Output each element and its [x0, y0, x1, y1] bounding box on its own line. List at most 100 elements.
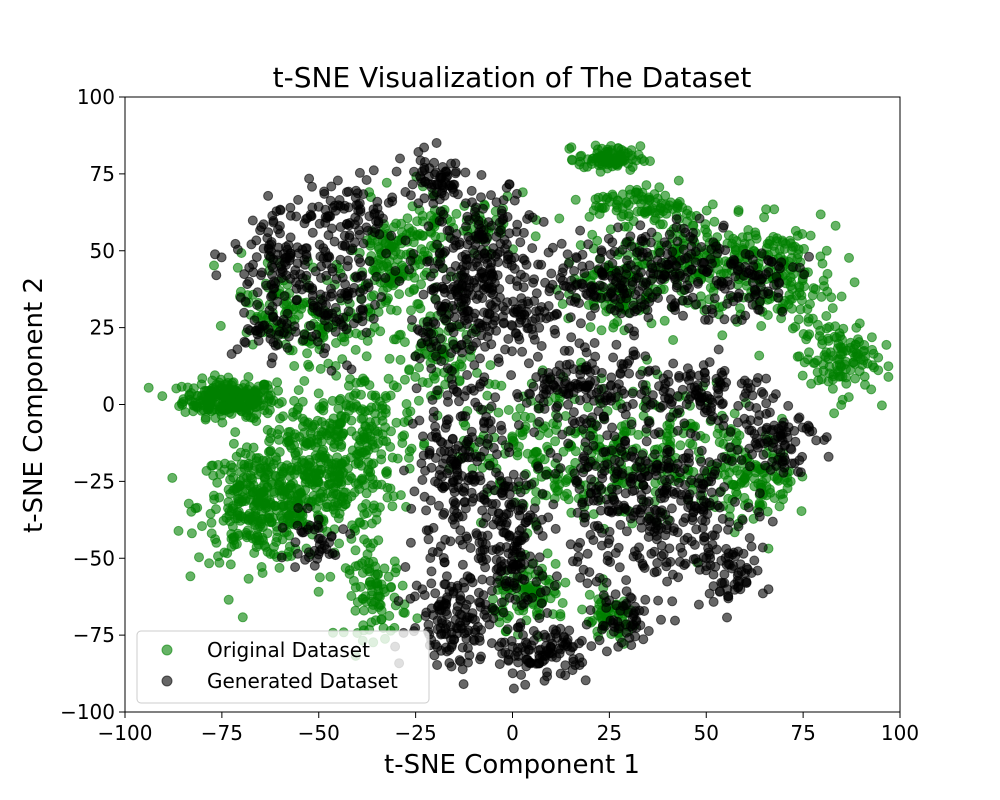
scatter-point	[426, 179, 437, 190]
scatter-point	[278, 411, 289, 422]
scatter-point	[225, 474, 236, 485]
scatter-point	[655, 247, 666, 258]
scatter-point	[617, 154, 628, 164]
scatter-point	[582, 381, 593, 392]
scatter-point	[754, 296, 765, 307]
scatter-point	[530, 231, 541, 242]
scatter-point	[364, 256, 375, 267]
scatter-point	[527, 243, 538, 254]
scatter-point	[596, 267, 607, 278]
scatter-point	[239, 307, 250, 318]
scatter-point	[672, 236, 683, 247]
scatter-point	[821, 311, 832, 321]
scatter-point	[566, 154, 577, 165]
scatter-point	[563, 258, 574, 269]
scatter-point	[400, 562, 411, 572]
scatter-point	[523, 657, 534, 668]
scatter-point	[406, 503, 417, 514]
scatter-point	[533, 524, 544, 535]
scatter-point	[285, 509, 296, 520]
scatter-point	[668, 335, 679, 345]
scatter-point	[446, 661, 457, 672]
scatter-point	[328, 504, 339, 515]
scatter-point	[622, 288, 633, 299]
scatter-point	[526, 479, 537, 490]
scatter-point	[428, 317, 439, 327]
scatter-point	[297, 396, 308, 407]
scatter-point	[361, 175, 372, 185]
scatter-point	[268, 486, 279, 497]
scatter-point	[797, 370, 808, 381]
scatter-point	[515, 487, 526, 498]
scatter-point	[376, 454, 387, 465]
scatter-point	[500, 243, 511, 254]
scatter-point	[613, 222, 623, 233]
scatter-point	[639, 156, 650, 167]
scatter-point	[327, 263, 338, 274]
scatter-point	[338, 492, 349, 503]
scatter-point	[361, 327, 372, 338]
scatter-point	[340, 240, 351, 250]
scatter-point	[270, 278, 281, 289]
scatter-point	[332, 175, 343, 186]
scatter-point	[465, 573, 476, 584]
scatter-point	[371, 216, 382, 227]
scatter-point	[409, 486, 420, 497]
scatter-point	[565, 312, 576, 323]
scatter-point	[504, 592, 515, 603]
scatter-point	[661, 259, 672, 270]
scatter-point	[351, 377, 362, 388]
scatter-point	[186, 528, 197, 539]
scatter-point	[376, 614, 387, 625]
scatter-point	[519, 272, 530, 283]
scatter-point	[843, 392, 854, 403]
scatter-point	[246, 489, 257, 500]
scatter-point	[818, 275, 829, 286]
scatter-point	[417, 584, 428, 595]
scatter-point	[512, 389, 523, 399]
scatter-point	[675, 440, 686, 451]
scatter-point	[625, 231, 636, 242]
scatter-point	[448, 327, 459, 338]
scatter-point	[808, 358, 819, 369]
scatter-point	[426, 566, 437, 577]
scatter-point	[493, 227, 504, 237]
scatter-point	[332, 466, 343, 477]
scatter-point	[690, 257, 701, 268]
scatter-point	[409, 166, 419, 177]
scatter-point	[226, 533, 237, 544]
scatter-point	[383, 373, 394, 384]
scatter-point	[478, 518, 489, 529]
scatter-point	[228, 438, 239, 449]
scatter-point	[416, 279, 427, 290]
scatter-point	[508, 580, 519, 591]
scatter-point	[289, 361, 300, 371]
scatter-point	[506, 260, 517, 271]
scatter-point	[291, 295, 302, 306]
scatter-point	[414, 415, 425, 426]
scatter-point	[204, 558, 215, 569]
scatter-point	[574, 660, 585, 671]
scatter-point	[365, 431, 375, 442]
scatter-point	[476, 552, 487, 563]
scatter-point	[372, 426, 383, 437]
scatter-point	[431, 138, 442, 148]
scatter-point	[453, 474, 464, 485]
scatter-point	[464, 594, 475, 605]
scatter-point	[539, 675, 550, 686]
scatter-point	[560, 378, 570, 389]
scatter-point	[502, 624, 513, 635]
scatter-point	[219, 458, 230, 469]
scatter-point	[534, 613, 545, 624]
scatter-point	[324, 472, 335, 483]
scatter-point	[601, 154, 612, 164]
scatter-point	[267, 352, 278, 363]
scatter-point	[804, 329, 815, 340]
scatter-point	[596, 325, 607, 336]
scatter-point	[285, 250, 296, 261]
scatter-point	[418, 431, 428, 442]
scatter-point	[486, 638, 497, 649]
scatter-point	[549, 580, 560, 591]
scatter-point	[317, 486, 328, 497]
scatter-point	[778, 494, 789, 505]
